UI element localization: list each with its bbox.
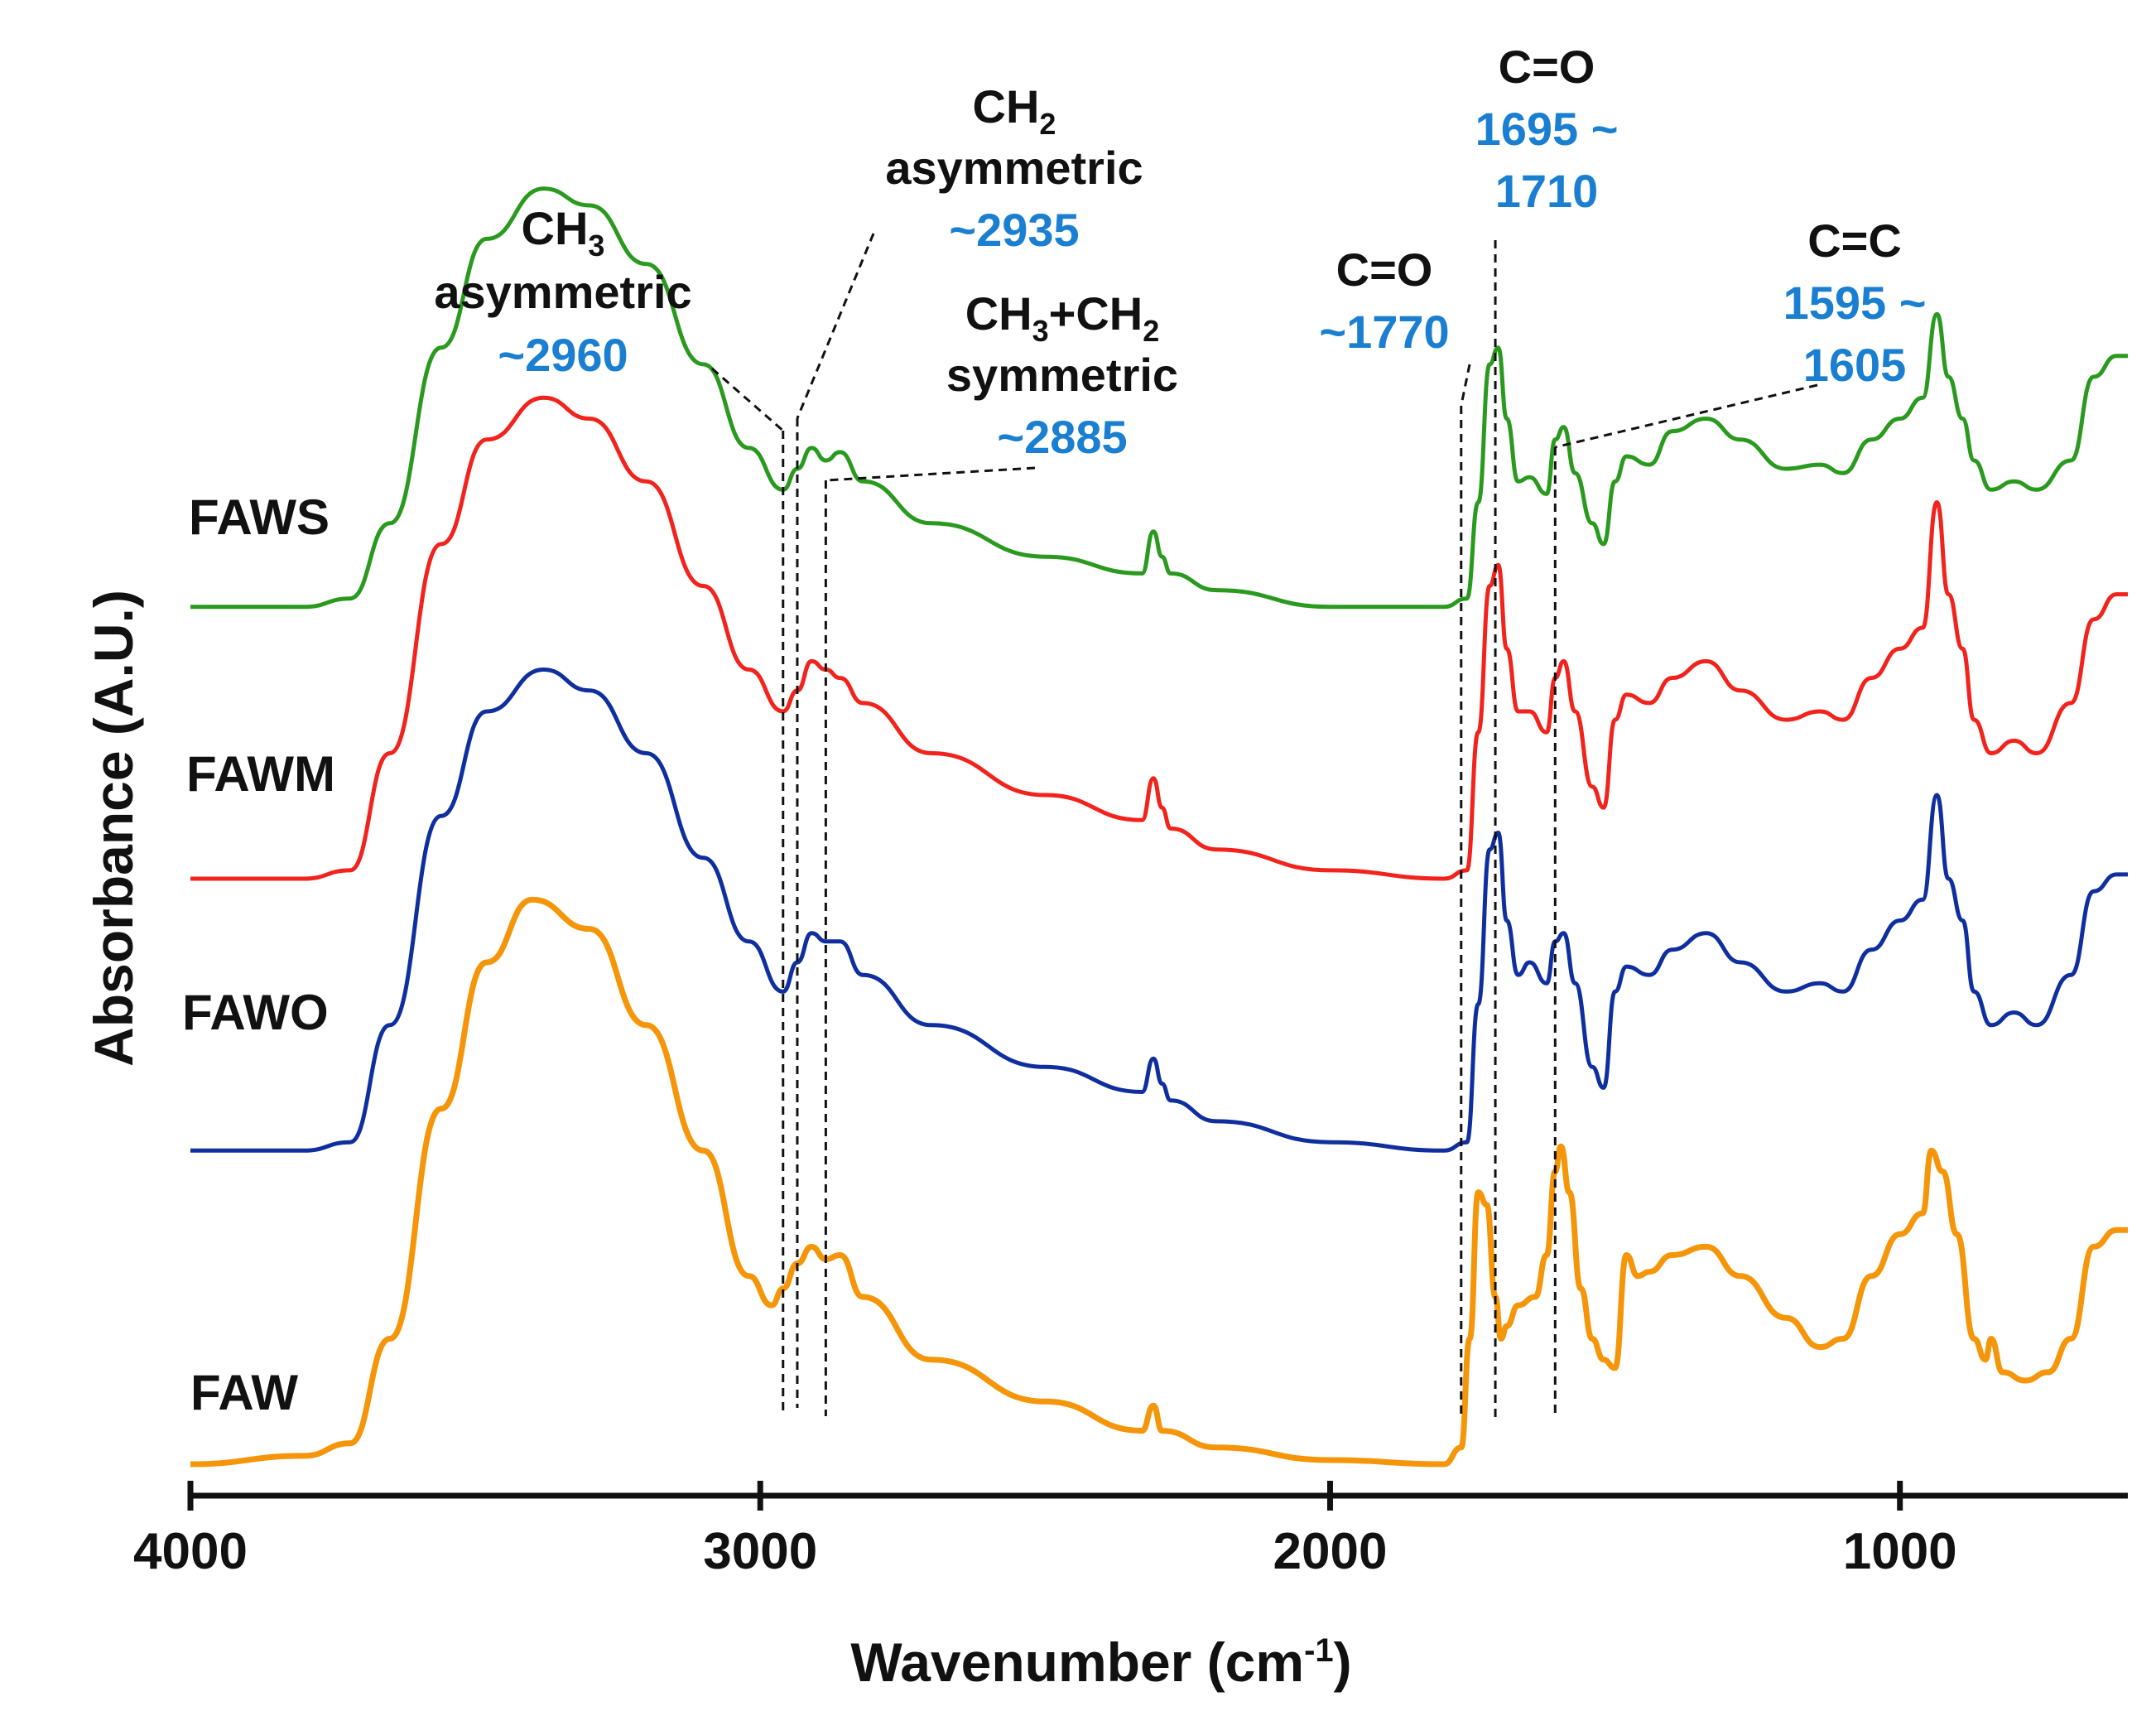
series-label-fawm: FAWM [186, 746, 335, 802]
annotation-co1-title: C=O [1336, 243, 1433, 296]
x-tick-label-2000: 2000 [1273, 1523, 1388, 1580]
annotation-ch3ch2-value: ~2885 [997, 411, 1127, 463]
x-axis-title: Wavenumber (cm-1) [850, 1631, 1351, 1693]
y-axis-title: Absorbance (A.U.) [83, 590, 144, 1067]
leader-line-1605 [1554, 383, 1818, 449]
annotation-ch3ch2-subscript-b: 2 [1143, 314, 1159, 348]
annotation-ch2-text: CH [973, 80, 1040, 133]
annotation-ch3ch2-title: CH3+CH2 [965, 287, 1160, 348]
leader-line-2935 [796, 233, 875, 419]
x-tick-label-3000: 3000 [703, 1523, 817, 1580]
series-label-faws: FAWS [189, 489, 330, 545]
series-label-faw: FAW [190, 1365, 298, 1420]
x-axis-title-main: Wavenumber (cm [850, 1631, 1304, 1693]
leader-line-1770 [1460, 364, 1471, 407]
annotation-co-1695-1710: C=O 1695 ~ 1710 [1475, 41, 1619, 217]
annotation-cc-value-line2: 1605 [1803, 339, 1907, 391]
annotation-ch3ch2-mode: symmetric [946, 349, 1178, 401]
annotation-co1-value: ~1770 [1319, 306, 1449, 358]
x-axis-title-superscript: -1 [1304, 1632, 1334, 1669]
leader-line-2885 [825, 466, 1036, 482]
x-axis: 4000 3000 2000 1000 [133, 1481, 2128, 1580]
annotation-ch2-value: ~2935 [949, 204, 1079, 256]
spectra-group: FAWS FAWM FAWO FAW [182, 186, 2128, 1468]
annotation-ch3-subscript: 3 [588, 229, 604, 263]
series-line-faws [190, 186, 2128, 610]
annotation-ch2-title: CH2 [973, 80, 1056, 141]
annotation-co2-value-line2: 1710 [1495, 165, 1599, 217]
peak-guide-lines [711, 233, 1818, 1418]
annotation-ch3ch2-symmetric: CH3+CH2 symmetric ~2885 [946, 287, 1178, 463]
annotation-cc: C=C 1595 ~ 1605 [1783, 214, 1927, 391]
x-tick-label-4000: 4000 [133, 1523, 248, 1580]
annotation-co-1770: C=O ~1770 [1319, 243, 1449, 358]
series-line-faw [190, 896, 2128, 1468]
series-line-fawm [190, 395, 2128, 881]
x-axis-title-close: ) [1334, 1631, 1352, 1693]
annotation-ch2-subscript: 2 [1039, 107, 1056, 141]
annotation-cc-value-line1: 1595 ~ [1783, 277, 1927, 329]
leader-line-2960 [711, 367, 784, 432]
annotation-co2-value-line1: 1695 ~ [1475, 103, 1619, 155]
annotation-ch3-asymmetric: CH3 asymmetric ~2960 [434, 202, 691, 381]
annotation-ch3-title: CH3 [522, 202, 605, 263]
annotation-ch3-value: ~2960 [498, 329, 628, 381]
annotation-co2-title: C=O [1499, 41, 1595, 93]
annotation-ch2-asymmetric: CH2 asymmetric ~2935 [885, 80, 1143, 256]
series-label-fawo: FAWO [182, 985, 329, 1040]
annotation-cc-title: C=C [1807, 214, 1902, 267]
annotation-ch3ch2-text-b: +CH [1049, 287, 1143, 340]
annotation-ch3ch2-text-a: CH [965, 287, 1032, 340]
x-tick-label-1000: 1000 [1843, 1523, 1957, 1580]
annotation-ch3-text: CH [522, 202, 589, 254]
annotation-ch3ch2-subscript-a: 3 [1032, 314, 1049, 348]
annotation-ch3-mode: asymmetric [434, 266, 691, 318]
series-line-fawo [190, 668, 2128, 1153]
annotation-ch2-mode: asymmetric [885, 142, 1143, 194]
